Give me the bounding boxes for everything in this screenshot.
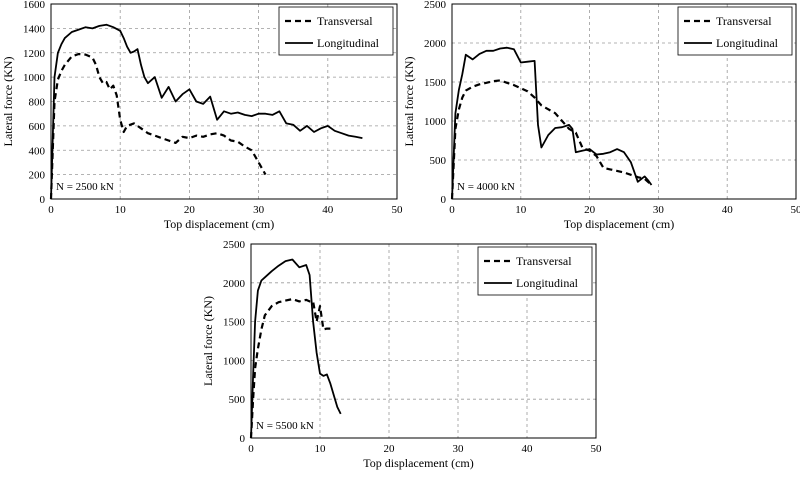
x-tick-label: 50	[591, 443, 603, 455]
y-tick-label: 1000	[223, 355, 246, 367]
legend-box	[278, 6, 394, 56]
y-axis-title: Lateral force (KN)	[201, 296, 215, 386]
legend-label-transversal: Transversal	[516, 254, 572, 268]
legend-label-longitudinal: Longitudinal	[317, 36, 380, 50]
x-tick-label: 10	[115, 204, 127, 216]
y-tick-label: 1500	[223, 317, 246, 329]
x-axis-title: Top displacement (cm)	[564, 217, 674, 231]
plot-frame	[50, 3, 398, 200]
x-tick-label: 0	[248, 443, 254, 455]
y-tick-label: 1600	[23, 0, 46, 11]
y-tick-label: 800	[29, 97, 46, 109]
annotation-axial-load: N = 4000 kN	[457, 181, 515, 193]
x-tick-label: 30	[453, 443, 465, 455]
x-tick-label: 40	[722, 204, 734, 216]
y-tick-label: 1400	[23, 23, 46, 35]
legend-box	[477, 246, 593, 296]
y-tick-label: 2500	[223, 239, 246, 251]
x-tick-label: 0	[48, 204, 54, 216]
x-tick-label: 20	[184, 204, 196, 216]
y-tick-label: 1200	[23, 48, 46, 60]
y-axis-title: Lateral force (KN)	[1, 57, 15, 147]
x-tick-label: 20	[384, 443, 396, 455]
series-line-longitudinal	[250, 258, 342, 439]
x-tick-label: 30	[653, 204, 665, 216]
x-tick-label: 40	[322, 204, 334, 216]
x-axis-title: Top displacement (cm)	[363, 456, 473, 470]
chart-panel-1: 0 10 20 30 40 50 0 200 400 600 800 1000 1200 1400 1600…	[1, 0, 403, 231]
y-tick-label: 1000	[424, 116, 447, 128]
legend-label-transversal: Transversal	[317, 14, 373, 28]
y-tick-label: 600	[29, 121, 46, 133]
x-tick-label: 0	[449, 204, 455, 216]
x-tick-label: 50	[791, 204, 800, 216]
y-tick-label: 0	[40, 194, 46, 206]
y-tick-label: 1500	[424, 77, 447, 89]
y-tick-label: 2000	[223, 278, 246, 290]
legend-label-longitudinal: Longitudinal	[716, 36, 779, 50]
y-tick-label: 0	[441, 194, 447, 206]
series-line-transversal	[249, 298, 331, 439]
x-tick-label: 40	[522, 443, 534, 455]
x-axis-title: Top displacement (cm)	[164, 217, 274, 231]
y-axis-title: Lateral force (KN)	[402, 57, 416, 147]
x-tick-label: 20	[584, 204, 596, 216]
x-tick-label: 10	[315, 443, 327, 455]
y-tick-label: 200	[29, 170, 46, 182]
series-line-transversal	[49, 52, 267, 200]
plot-frame	[250, 243, 597, 439]
x-tick-label: 50	[392, 204, 404, 216]
legend-label-transversal: Transversal	[716, 14, 772, 28]
annotation-axial-load: N = 2500 kN	[56, 181, 114, 193]
x-tick-label: 10	[515, 204, 527, 216]
series-line-longitudinal	[50, 23, 363, 200]
y-tick-label: 1000	[23, 72, 46, 84]
legend-label-longitudinal: Longitudinal	[516, 276, 579, 290]
y-tick-label: 400	[29, 145, 46, 157]
y-tick-label: 2000	[424, 38, 447, 50]
y-tick-label: 2500	[424, 0, 447, 11]
y-tick-label: 500	[229, 394, 246, 406]
series-line-longitudinal	[451, 46, 653, 200]
legend-box	[677, 6, 793, 56]
x-tick-label: 30	[253, 204, 265, 216]
y-tick-label: 500	[430, 155, 447, 167]
plot-frame	[451, 3, 797, 200]
annotation-axial-load: N = 5500 kN	[256, 420, 314, 432]
y-tick-label: 0	[240, 433, 246, 445]
